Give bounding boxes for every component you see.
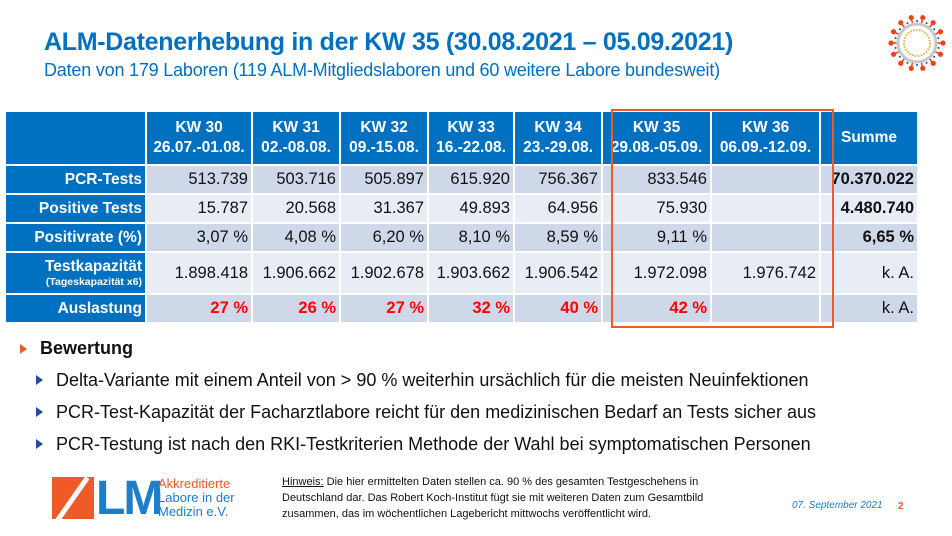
list-item-text: PCR-Testung ist nach den RKI-Testkriteri… <box>56 434 811 454</box>
table-cell <box>712 195 819 222</box>
table-row-positivrate: Positivrate (%) 3,07 % 4,08 % 6,20 % 8,1… <box>6 224 917 251</box>
table-cell: 1.898.418 <box>147 253 251 293</box>
sum-cell: k. A. <box>821 295 917 322</box>
page-title: ALM-Datenerhebung in der KW 35 (30.08.20… <box>44 28 734 56</box>
alm-logo: LM Akkreditierte Labore in der Medizin e… <box>52 472 257 525</box>
row-label: Testkapazität (Tageskapazität x6) <box>6 253 145 293</box>
list-item: PCR-Test-Kapazität der Facharztlabore re… <box>18 396 816 428</box>
table-cell: 4,08 % <box>253 224 339 251</box>
note-line: Deutschland dar. Das Robert Koch-Institu… <box>282 492 704 504</box>
table-cell: 15.787 <box>147 195 251 222</box>
table-cell: 833.546 <box>603 166 710 193</box>
bullet-arrow-icon <box>20 344 27 354</box>
table-cell: 503.716 <box>253 166 339 193</box>
sum-cell: 6,65 % <box>821 224 917 251</box>
table-cell: 20.568 <box>253 195 339 222</box>
table-row-testkapazitaet: Testkapazität (Tageskapazität x6) 1.898.4… <box>6 253 917 293</box>
data-table: KW 30 26.07.-01.08. KW 31 02.-08.08. KW 32… <box>4 110 919 324</box>
table-cell: 6,20 % <box>341 224 427 251</box>
logo-lm-mark: LM <box>96 472 163 525</box>
logo-text-line2: Labore in der <box>158 490 235 505</box>
table-cell: 32 % <box>429 295 513 322</box>
sum-cell: k. A. <box>821 253 917 293</box>
table-cell: 1.902.678 <box>341 253 427 293</box>
bewertung-section: Bewertung Delta-Variante mit einem Antei… <box>18 338 816 460</box>
table-cell: 27 % <box>341 295 427 322</box>
sum-cell: 70.370.022 <box>821 166 917 193</box>
table-cell: 8,10 % <box>429 224 513 251</box>
column-header-kw35: KW 35 29.08.-05.09. <box>603 112 710 164</box>
footer-note: Hinweis: Die hier ermittelten Daten stel… <box>282 474 752 522</box>
column-header-kw36: KW 36 06.09.-12.09. <box>712 112 819 164</box>
column-header-kw33: KW 33 16.-22.08. <box>429 112 513 164</box>
table-cell: 64.956 <box>515 195 601 222</box>
table-cell: 31.367 <box>341 195 427 222</box>
bullet-arrow-icon <box>36 439 43 449</box>
table-cell: 75.930 <box>603 195 710 222</box>
table-cell: 42 % <box>603 295 710 322</box>
table-cell: 26 % <box>253 295 339 322</box>
column-header-kw34: KW 34 23.-29.08. <box>515 112 601 164</box>
virus-icon <box>888 15 946 71</box>
table-cell: 1.903.662 <box>429 253 513 293</box>
column-header-summe: Summe <box>821 112 917 164</box>
page-subtitle: Daten von 179 Laboren (119 ALM-Mitglieds… <box>44 60 720 80</box>
list-item-text: Delta-Variante mit einem Anteil von > 90… <box>56 370 809 390</box>
list-item: Delta-Variante mit einem Anteil von > 90… <box>18 364 816 396</box>
table-cell: 1.972.098 <box>603 253 710 293</box>
table-cell: 756.367 <box>515 166 601 193</box>
table-cell: 49.893 <box>429 195 513 222</box>
table-cell: 27 % <box>147 295 251 322</box>
header-corner-cell <box>6 112 145 164</box>
sum-cell: 4.480.740 <box>821 195 917 222</box>
table-cell <box>712 166 819 193</box>
column-header-kw30: KW 30 26.07.-01.08. <box>147 112 251 164</box>
bewertung-heading-text: Bewertung <box>40 338 134 358</box>
table-cell <box>712 224 819 251</box>
logo-text-line3: Medizin e.V. <box>158 504 229 519</box>
column-header-kw32: KW 32 09.-15.08. <box>341 112 427 164</box>
table-cell: 40 % <box>515 295 601 322</box>
table-cell <box>712 295 819 322</box>
row-label: Positivrate (%) <box>6 224 145 251</box>
note-line: zusammen, das im wöchentlichen Lageberic… <box>282 508 652 520</box>
list-item: PCR-Testung ist nach den RKI-Testkriteri… <box>18 428 816 460</box>
list-item-text: PCR-Test-Kapazität der Facharztlabore re… <box>56 402 817 422</box>
row-label: Auslastung <box>6 295 145 322</box>
note-label: Hinweis: <box>282 476 324 488</box>
table-row-positive-tests: Positive Tests 15.787 20.568 31.367 49.8… <box>6 195 917 222</box>
bewertung-heading: Bewertung <box>18 338 816 364</box>
table-cell: 3,07 % <box>147 224 251 251</box>
table-cell: 513.739 <box>147 166 251 193</box>
table-cell: 1.906.542 <box>515 253 601 293</box>
bullet-arrow-icon <box>36 375 43 385</box>
row-label: PCR-Tests <box>6 166 145 193</box>
row-sublabel: (Tageskapazität x6) <box>45 275 142 288</box>
table-cell: 1.906.662 <box>253 253 339 293</box>
column-header-kw31: KW 31 02.-08.08. <box>253 112 339 164</box>
table-cell: 505.897 <box>341 166 427 193</box>
footer-date: 07. September 2021 <box>792 500 883 511</box>
row-label: Positive Tests <box>6 195 145 222</box>
page-number: 2 <box>898 501 904 512</box>
table-cell: 9,11 % <box>603 224 710 251</box>
logo-text-line1: Akkreditierte <box>158 476 231 491</box>
bullet-arrow-icon <box>36 407 43 417</box>
table-row-auslastung: Auslastung 27 % 26 % 27 % 32 % 40 % 42 %… <box>6 295 917 322</box>
table-cell: 8,59 % <box>515 224 601 251</box>
logo-a-mark <box>52 476 94 522</box>
table-cell: 1.976.742 <box>712 253 819 293</box>
note-line: Die hier ermittelten Daten stellen ca. 9… <box>323 476 699 488</box>
table-row-pcr-tests: PCR-Tests 513.739 503.716 505.897 615.92… <box>6 166 917 193</box>
table-cell: 615.920 <box>429 166 513 193</box>
